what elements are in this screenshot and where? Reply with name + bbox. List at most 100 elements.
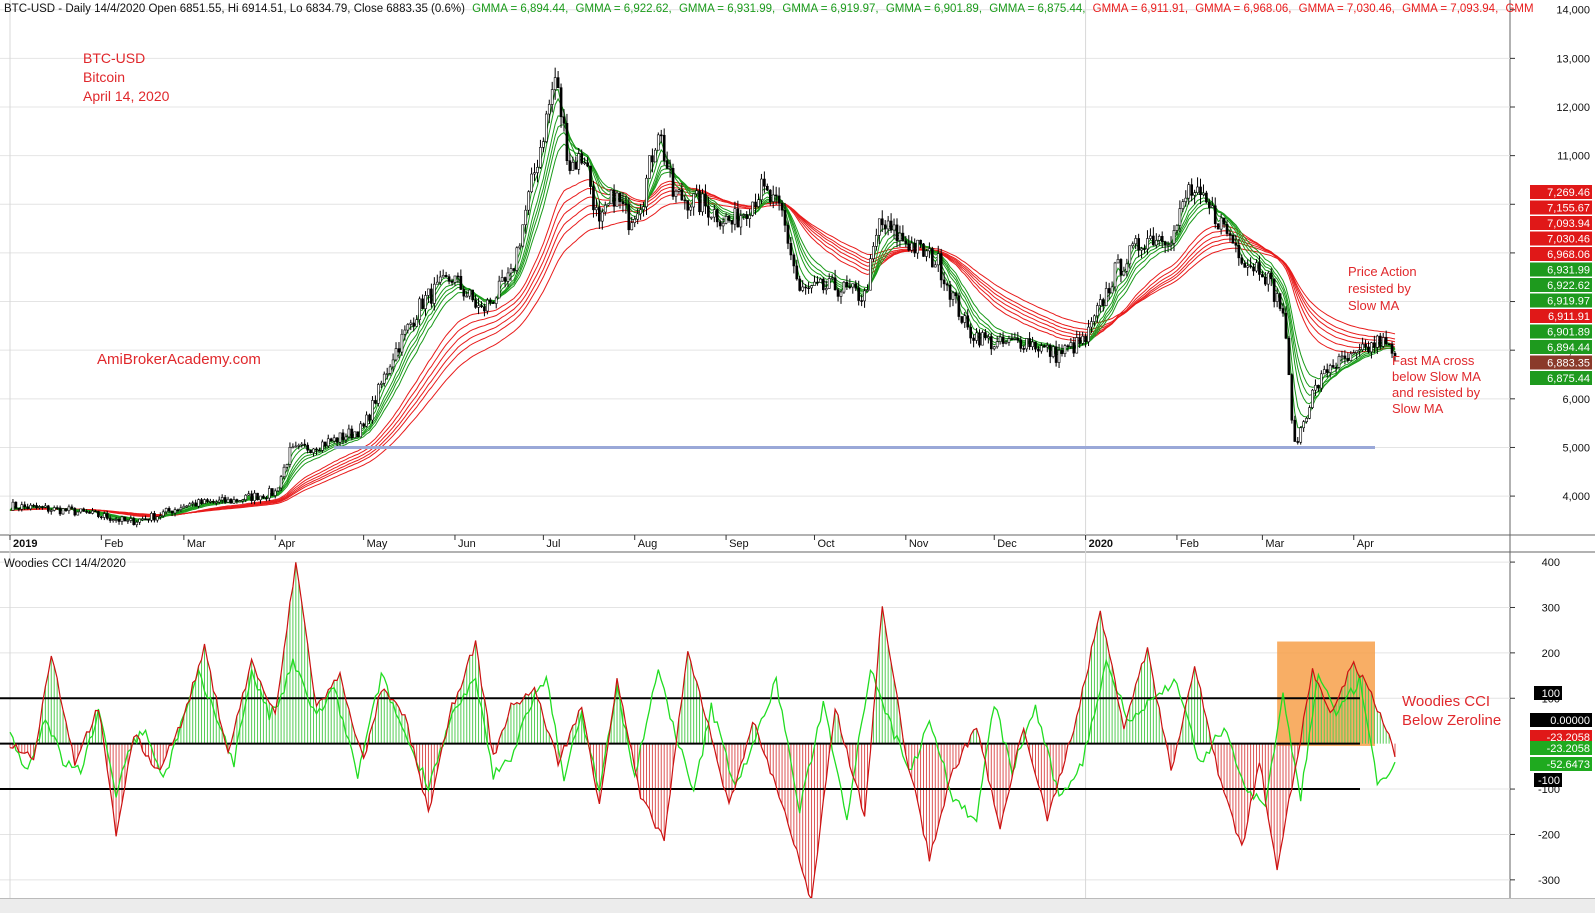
price-value-label-text: 7,269.46 [1547,187,1590,199]
candle-body [945,283,949,286]
candle [1328,363,1332,378]
candle-body [1264,276,1267,285]
price-value-label-bg [1530,200,1592,215]
candle [1031,336,1034,351]
candle [1284,306,1288,340]
cci-tick-label: -100 [1538,784,1560,796]
candle [135,520,139,528]
candle-body [524,209,528,226]
candle-body [1096,305,1099,317]
candle-body [1166,244,1170,247]
candle [1072,337,1076,357]
candle [285,463,289,472]
cci-line [9,658,1396,823]
candle-body [936,253,940,266]
candle-body [433,283,436,304]
candle [701,188,704,216]
candle-body [536,167,539,173]
candle [1143,244,1146,254]
candle [468,289,472,300]
candle [863,288,866,308]
candle-body [869,258,872,291]
candle [827,273,831,289]
candle [1084,333,1087,348]
candle-body [368,414,371,421]
candle [898,225,902,247]
cci-tick-label: -200 [1538,829,1560,841]
candle [1358,343,1361,357]
candle [836,287,840,302]
candle [262,494,265,499]
candle [76,511,80,516]
candle [1290,373,1294,424]
candle-body [1319,373,1323,389]
candle-body [530,173,533,193]
candle [712,204,716,223]
header-gmma-fast-2: GMMA = 6,922.62, [576,3,672,15]
candle [813,275,816,286]
month-label: Apr [278,538,295,550]
candle [1149,228,1152,240]
candle [49,508,53,515]
candle-body [1122,270,1126,276]
candle [763,171,766,193]
candle-body [948,284,952,300]
candle-body [182,505,186,509]
candle [129,515,133,523]
sheet-tab-bar[interactable] [0,898,1595,913]
candle-body [161,511,165,517]
candle [397,342,401,359]
candle [102,511,106,521]
candle-body [654,149,657,163]
candle [14,501,18,509]
candle-body [615,192,619,207]
candle [1110,281,1114,294]
candle-body [1266,272,1270,285]
candle-body [665,160,669,169]
candle [724,213,728,225]
candle [710,216,713,220]
candle-body [1358,349,1361,352]
candle-body [282,466,286,478]
candle-body [1093,315,1096,322]
candle [303,439,307,448]
candle-body [129,518,133,521]
candle-body [1255,262,1258,272]
cci-highlight-box [1277,641,1375,746]
candle [598,200,601,229]
candle [636,208,640,225]
candle-body [347,428,351,438]
candle-body [633,218,637,223]
candle [1166,241,1170,253]
candle [801,280,805,293]
price-tick-label: 12,000 [1556,102,1590,114]
candle-body [689,206,693,211]
candle-body [371,400,374,421]
candle [326,434,330,449]
cci-tick-label: 400 [1542,557,1560,569]
candle [987,333,990,344]
candle-body [1019,339,1023,349]
candle [995,336,999,349]
candle-body [1149,235,1152,239]
candle [542,137,545,153]
candle-body [430,288,433,304]
candle [365,411,368,428]
candle-body [38,506,41,508]
candle [562,109,566,132]
candle [1243,260,1247,268]
candle [44,503,47,509]
price-pane[interactable] [0,0,1510,535]
candle-body [353,431,357,439]
price-value-label-text: 6,901.89 [1547,327,1590,339]
candle [1128,245,1132,269]
candle-body [642,206,645,210]
candle [671,163,675,200]
candle-body [1296,441,1300,443]
candle-body [138,518,141,523]
candle-body [1308,407,1311,419]
candle [353,431,357,439]
candle-body [954,292,958,297]
candle-body [583,162,586,165]
candle [456,272,460,283]
